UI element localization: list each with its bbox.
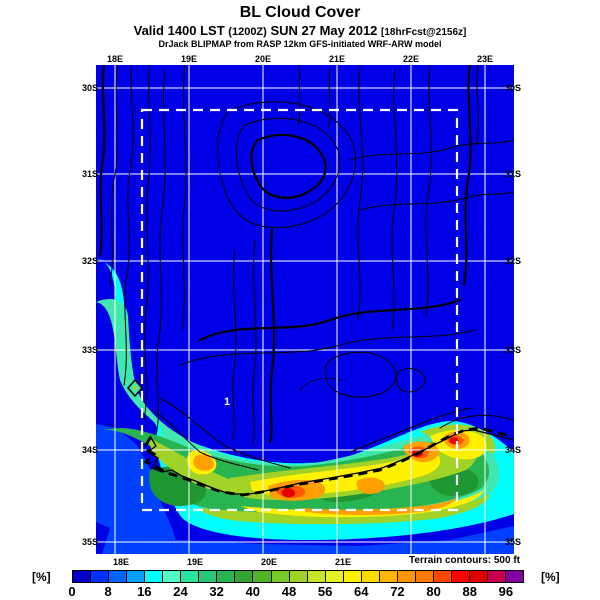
colorbar-tick-label: 48 xyxy=(281,584,297,599)
left-lat-label: 34S xyxy=(81,445,98,455)
top-lon-label: 18E xyxy=(106,54,123,64)
colorbar-cell xyxy=(198,571,217,582)
diamond-feature xyxy=(127,378,143,398)
percent-unit-right: [%] xyxy=(541,570,560,584)
valid-time-line: Valid 1400 LST (1200Z) SUN 27 May 2012 [… xyxy=(0,23,600,38)
left-lat-label: 30S xyxy=(81,83,98,93)
colorbar-tick-label: 32 xyxy=(209,584,224,599)
colorbar-cell xyxy=(180,571,199,582)
colorbar-cell xyxy=(90,571,109,582)
colorbar xyxy=(72,570,524,583)
colorbar-cell xyxy=(450,571,470,582)
colorbar-tick-label: 24 xyxy=(173,584,188,599)
terrain-note: Terrain contours: 500 ft xyxy=(409,555,520,566)
page-title: BL Cloud Cover xyxy=(239,4,361,21)
bottom-lon-label: 21E xyxy=(334,557,351,567)
colorbar-cell xyxy=(126,571,145,582)
colorbar-tick-label: 72 xyxy=(390,584,405,599)
colorbar-cell xyxy=(252,571,271,582)
right-lat-label: 33S xyxy=(505,345,522,355)
right-lat-label: 35S xyxy=(505,537,522,547)
top-lon-label: 23E xyxy=(476,54,493,64)
colorbar-cell xyxy=(73,571,91,582)
model-credit-line: DrJack BLIPMAP from RASP 12km GFS-initia… xyxy=(158,39,442,49)
percent-unit-left: [%] xyxy=(32,570,51,584)
left-lat-label: 35S xyxy=(81,537,98,547)
bottom-lon-label: 20E xyxy=(260,557,277,567)
bottom-lon-label: 18E xyxy=(112,557,129,567)
colorbar-cell xyxy=(234,571,253,582)
right-lat-label: 32S xyxy=(505,256,522,266)
colorbar-cell xyxy=(432,571,451,582)
top-lon-label: 20E xyxy=(254,54,271,64)
colorbar-cell xyxy=(414,571,433,582)
colorbar-cell xyxy=(216,571,235,582)
cloud-cover-map: 1 xyxy=(96,65,514,554)
colorbar-tick-label: 96 xyxy=(498,584,514,599)
top-lon-label: 21E xyxy=(328,54,345,64)
colorbar-tick-label: 88 xyxy=(462,584,477,599)
colorbar-cell xyxy=(108,571,127,582)
left-lat-label: 32S xyxy=(81,256,98,266)
colorbar-cell xyxy=(360,571,379,582)
colorbar-cell xyxy=(306,571,325,582)
top-lon-label: 19E xyxy=(180,54,197,64)
right-lat-label: 30S xyxy=(505,83,522,93)
domain-box xyxy=(140,108,459,512)
colorbar-tick-label: 0 xyxy=(68,584,76,599)
colorbar-tick-label: 40 xyxy=(245,584,261,599)
valid-date: SUN 27 May 2012 xyxy=(270,23,378,38)
colorbar-tick-label: 16 xyxy=(137,584,152,599)
bottom-lon-label: 19E xyxy=(186,557,203,567)
colorbar-cell xyxy=(324,571,343,582)
valid-utc: (1200Z) xyxy=(228,26,267,38)
right-lat-label: 31S xyxy=(505,169,522,179)
colorbar-cell xyxy=(144,571,163,582)
valid-time: Valid 1400 LST xyxy=(133,23,225,38)
colorbar-cell xyxy=(469,571,488,582)
top-lon-label: 22E xyxy=(402,54,419,64)
colorbar-tick-label: 64 xyxy=(354,584,369,599)
colorbar-cell xyxy=(162,571,181,582)
right-lat-label: 34S xyxy=(505,445,522,455)
colorbar-cell xyxy=(378,571,397,582)
colorbar-cell xyxy=(396,571,415,582)
left-lat-label: 31S xyxy=(81,169,98,179)
colorbar-tick-label: 8 xyxy=(104,584,112,599)
colorbar-cell xyxy=(270,571,289,582)
colorbar-tick-label: 56 xyxy=(317,584,333,599)
colorbar-cell xyxy=(505,571,524,582)
left-lat-label: 33S xyxy=(81,345,98,355)
colorbar-cell xyxy=(342,571,361,582)
contour-value-label: 1 xyxy=(224,396,230,408)
coastline-dashed xyxy=(142,426,511,497)
colorbar-cell xyxy=(288,571,307,582)
colorbar-tick-label: 80 xyxy=(426,584,441,599)
colorbar-cell xyxy=(487,571,506,582)
forecast-lead: [18hrFcst@2156z] xyxy=(381,27,467,38)
terrain-contours xyxy=(98,65,514,471)
cloud-fill-regions xyxy=(96,258,514,554)
graticule-grid xyxy=(96,65,514,554)
